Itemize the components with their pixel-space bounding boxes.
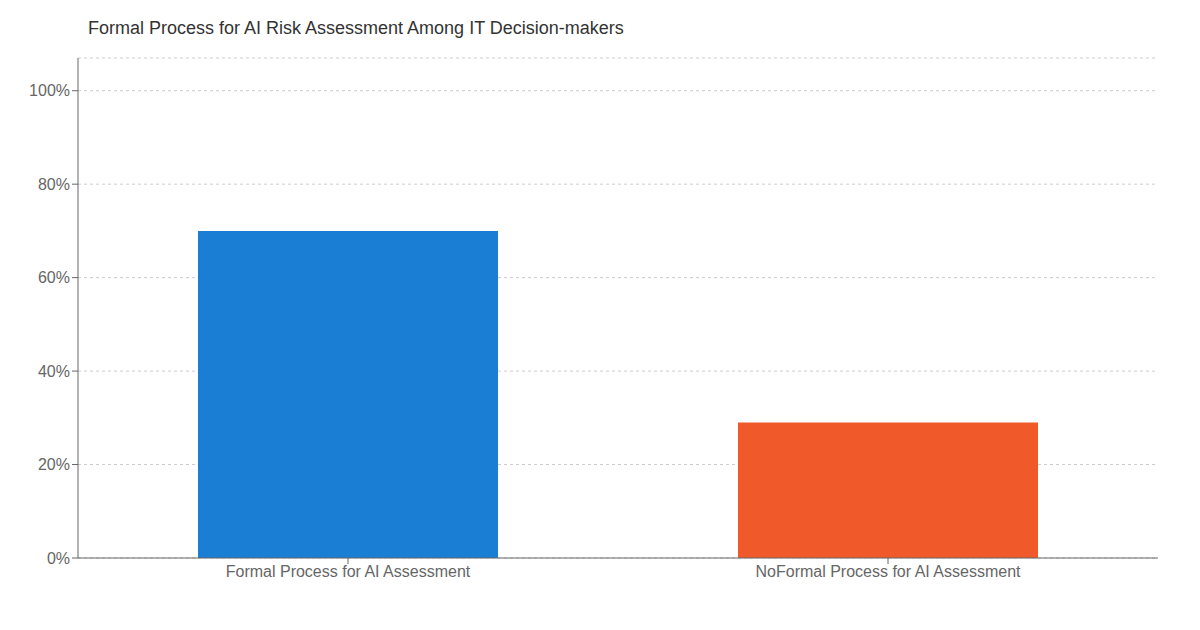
svg-text:0%: 0% bbox=[47, 550, 70, 567]
svg-text:20%: 20% bbox=[38, 456, 70, 473]
svg-text:NoFormal Process for AI Assess: NoFormal Process for AI Assessment bbox=[756, 563, 1022, 580]
svg-text:60%: 60% bbox=[38, 269, 70, 286]
svg-text:40%: 40% bbox=[38, 363, 70, 380]
svg-text:Formal Process for AI Assessme: Formal Process for AI Assessment bbox=[226, 563, 471, 580]
svg-text:80%: 80% bbox=[38, 176, 70, 193]
html-text:Formal Process for AI Risk Ass: Formal Process for AI Risk Assessment Am… bbox=[88, 18, 624, 38]
svg-text:100%: 100% bbox=[29, 82, 70, 99]
